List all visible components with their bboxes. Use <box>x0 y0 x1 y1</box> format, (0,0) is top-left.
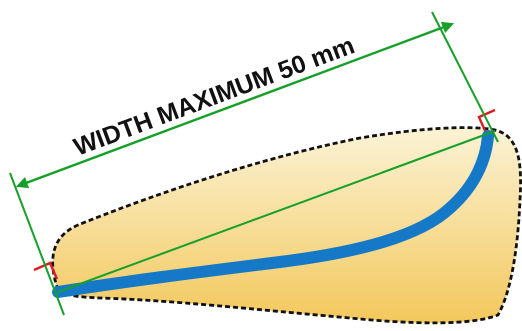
left-corner-mark <box>33 261 59 280</box>
blade-curve <box>52 130 494 298</box>
shape-outline <box>51 126 522 325</box>
right-corner-mark <box>477 108 496 134</box>
right-extension-line <box>431 11 499 143</box>
left-extension-line <box>9 172 65 316</box>
dimension-arrow <box>15 21 455 189</box>
dimension-label: WIDTH MAXIMUM 50 mm <box>70 31 358 161</box>
